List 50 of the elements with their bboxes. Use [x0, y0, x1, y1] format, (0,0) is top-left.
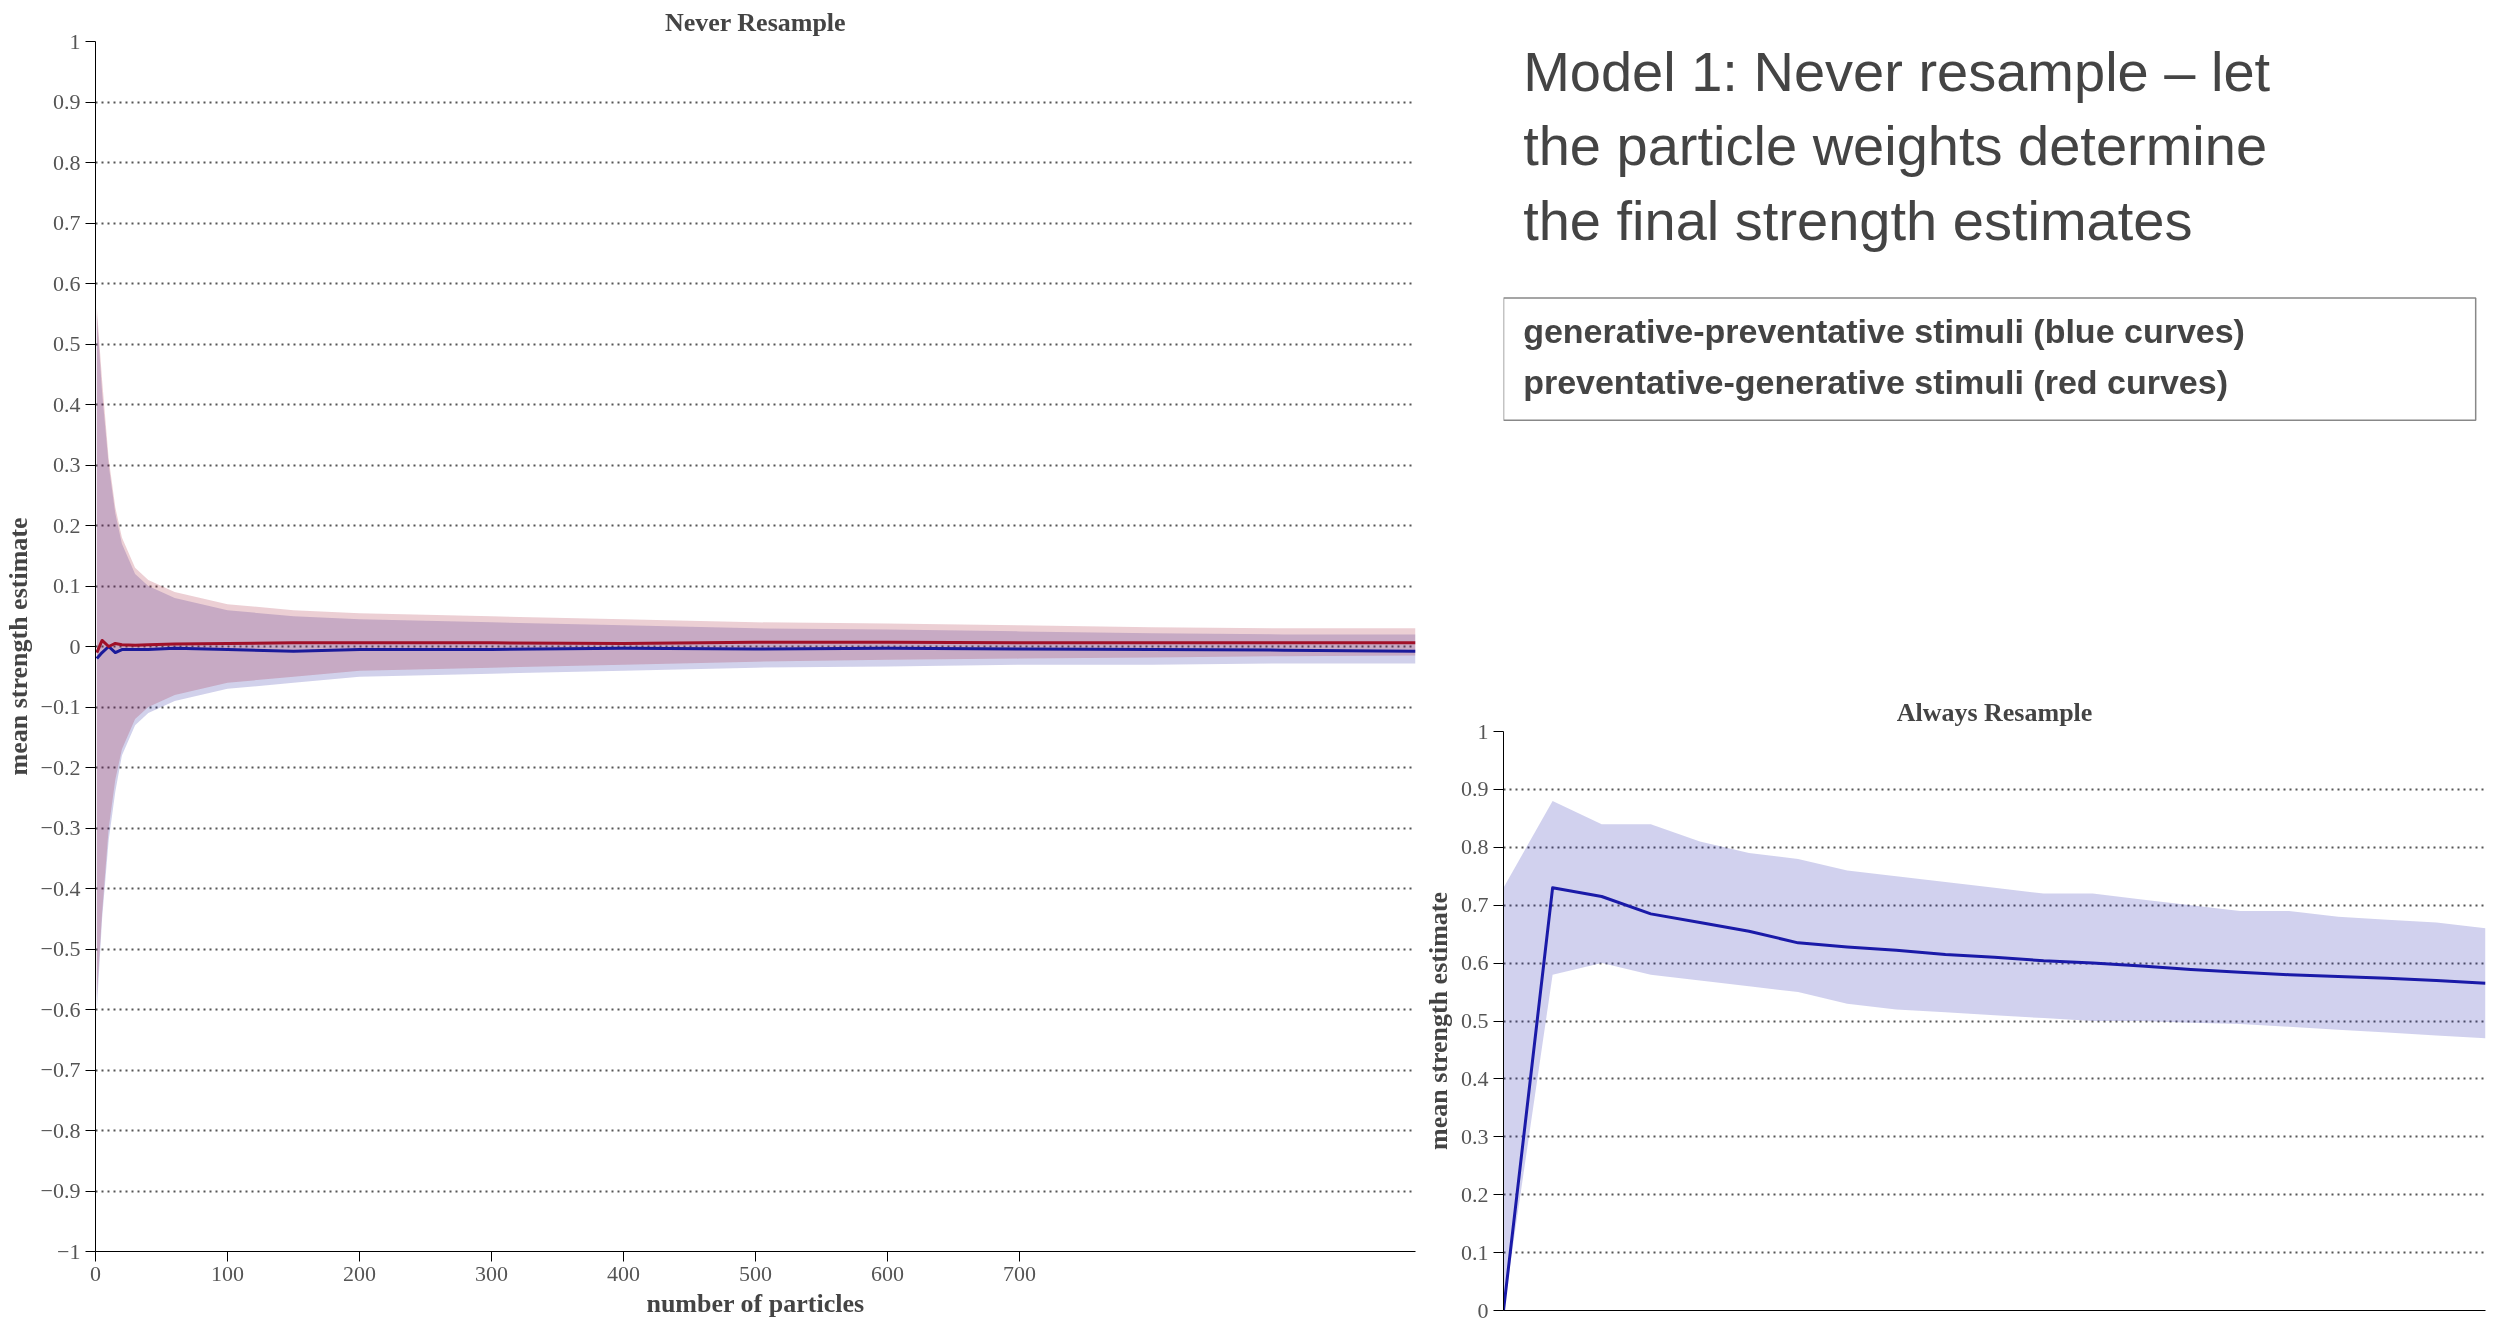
y-tick-label: 0.6 — [53, 270, 81, 296]
y-tick-label: −0.5 — [40, 936, 81, 961]
x-tick-label: 100 — [211, 1260, 244, 1286]
y-tick-label: −0.1 — [40, 694, 81, 719]
y-tick-label: 0 — [69, 633, 81, 659]
y-tick-label: 0.7 — [53, 210, 81, 235]
x-axis-title: number of particles — [646, 1288, 865, 1318]
line-series — [95, 645, 1416, 661]
y-tick-label: −0.3 — [40, 815, 81, 840]
y-tick-label: 0 — [1477, 1297, 1489, 1323]
y-tick-label: 0.5 — [1461, 1008, 1489, 1033]
y-tick-label: 0.7 — [1461, 892, 1489, 918]
y-tick-label: 1 — [1477, 718, 1489, 744]
y-tick-label: 0.2 — [1461, 1181, 1489, 1207]
y-tick-label: −0.9 — [40, 1178, 81, 1203]
x-tick-label: 300 — [475, 1260, 508, 1286]
y-tick-label: 0.8 — [1461, 834, 1489, 860]
y-tick-label: 0.3 — [1461, 1123, 1489, 1149]
x-tick-label: 0 — [90, 1260, 101, 1286]
x-tick-label: 200 — [343, 1260, 376, 1286]
y-tick-label: −1 — [57, 1238, 81, 1264]
y-tick-label: 0.1 — [1461, 1239, 1489, 1265]
y-axis-title: mean strength estimate — [3, 517, 33, 776]
x-tick-label: 400 — [607, 1260, 640, 1286]
y-tick-label: 0.4 — [53, 391, 81, 417]
y-tick-label: −0.6 — [40, 996, 81, 1022]
y-tick-label: 0.8 — [53, 149, 81, 175]
y-tick-label: 0.9 — [53, 89, 81, 114]
text: preventative-generative stimuli (red curves) — [1523, 362, 2228, 401]
chart-title: Never Resample — [664, 7, 846, 37]
y-tick-label: 0.2 — [53, 512, 81, 538]
y-tick-label: −0.8 — [40, 1117, 81, 1143]
y-tick-label: 0.9 — [1461, 776, 1489, 802]
y-tick-label: 1 — [69, 28, 81, 54]
line-series — [95, 638, 1416, 655]
text: generative-preventative stimuli (blue curves) — [1523, 311, 2245, 350]
x-tick-label: 500 — [739, 1260, 772, 1286]
y-axis-title: mean strength estimate — [1424, 891, 1453, 1151]
y-tick-label: 0.5 — [53, 331, 81, 356]
x-tick-label: 600 — [871, 1260, 904, 1286]
y-tick-label: 0.1 — [53, 573, 81, 598]
y-tick-label: −0.4 — [40, 875, 81, 901]
chart-title: Always Resample — [1896, 697, 2093, 727]
x-tick-label: 700 — [1003, 1260, 1036, 1286]
y-tick-label: −0.2 — [40, 754, 81, 780]
y-tick-label: 0.4 — [1461, 1065, 1489, 1091]
y-tick-label: −0.7 — [40, 1057, 81, 1082]
y-tick-label: 0.3 — [53, 452, 81, 477]
y-tick-label: 0.6 — [1461, 950, 1489, 976]
text: Model 1: Never resample – let the particle weights determine the final strength estimates — [1523, 39, 2271, 253]
